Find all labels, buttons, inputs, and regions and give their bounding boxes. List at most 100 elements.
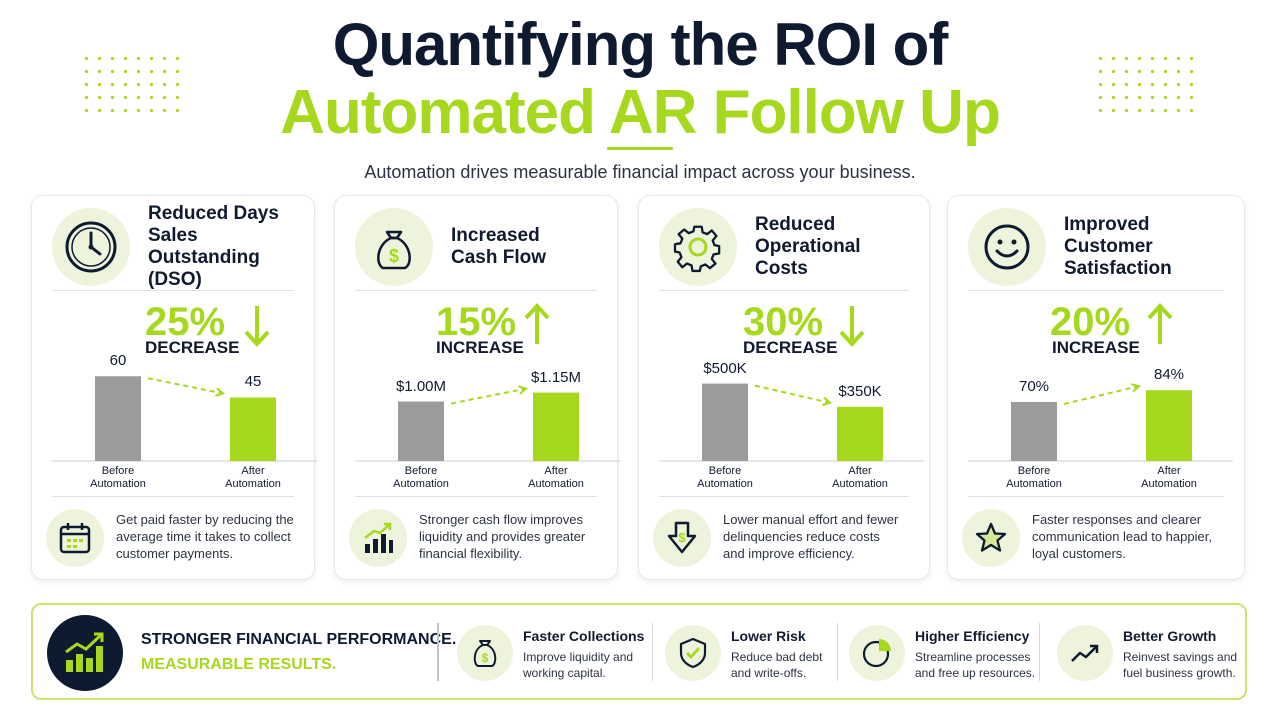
decorative-dots-right <box>1094 52 1194 112</box>
card-title: Increased Cash Flow <box>451 225 547 268</box>
money-bag-icon: $ <box>457 625 513 681</box>
bar-value-label: 70% <box>1018 377 1050 395</box>
bar-before <box>398 401 444 461</box>
trend-connector <box>754 384 831 404</box>
bar-value-label: $350K <box>838 382 882 400</box>
svg-text:$: $ <box>482 651 489 665</box>
bar-value-label: 84% <box>1153 366 1185 384</box>
bar-after <box>533 392 579 461</box>
bar-chart-svg <box>355 385 620 462</box>
divider <box>52 290 294 291</box>
bar-value-label: $1.15M <box>530 368 582 386</box>
benefit-faster-collections: $ Faster Collections Improve liquidity a… <box>457 617 647 689</box>
divider <box>968 290 1224 291</box>
divider <box>837 623 838 681</box>
divider <box>968 496 1224 497</box>
divider <box>355 290 597 291</box>
benefit-title: Faster Collections <box>523 628 645 644</box>
pie-chart-icon <box>849 625 905 681</box>
trend-up-icon <box>1057 625 1113 681</box>
card-description: Lower manual effort and fewer delinquenci… <box>723 512 899 561</box>
benefit-lower-risk: Lower Risk Reduce bad debt and write-offs… <box>665 617 840 689</box>
banner-headline: STRONGER FINANCIAL PERFORMANCE. <box>141 631 457 648</box>
smiley-icon <box>968 208 1046 286</box>
divider <box>52 496 294 497</box>
metric-card-operational-costs: Reduced Operational Costs 30% DECREASE $5… <box>638 195 930 580</box>
page-subtitle: Automation drives measurable financial i… <box>364 162 916 182</box>
svg-text:$: $ <box>678 530 686 545</box>
metric-card-dso: Reduced Days Sales Outstanding (DSO) 25% D… <box>31 195 317 580</box>
benefit-title: Better Growth <box>1123 628 1217 644</box>
bar-category-label: After Automation <box>1141 465 1197 490</box>
card-title: Reduced Operational Costs <box>755 214 861 279</box>
gear-icon <box>659 208 737 286</box>
bar-after <box>230 397 276 461</box>
metric-card-customer-satisfaction: Improved Customer Satisfaction 20% INCREAS… <box>947 195 1245 580</box>
metric-percent: 30% <box>743 300 824 344</box>
divider <box>652 623 653 681</box>
benefit-description: Improve liquidity and working capital. <box>523 650 634 680</box>
star-icon <box>962 509 1020 567</box>
card-description: Get paid faster by reducing the average t… <box>116 512 294 561</box>
benefit-higher-efficiency: Higher Efficiency Streamline processes an… <box>849 617 1044 689</box>
arrow-up-icon <box>524 303 550 344</box>
divider <box>355 496 597 497</box>
benefit-title: Higher Efficiency <box>915 628 1030 644</box>
bar-chart-svg <box>52 376 317 462</box>
bar-category-label: After Automation <box>225 465 281 490</box>
money-bag-icon: $ <box>355 208 433 286</box>
bar-after <box>1146 390 1192 461</box>
divider <box>437 623 439 681</box>
divider <box>659 290 909 291</box>
bar-category-label: Before Automation <box>393 465 449 490</box>
card-title: Reduced Days Sales Outstanding (DSO) <box>148 203 279 290</box>
clock-icon <box>52 208 130 286</box>
bar-after <box>837 406 883 461</box>
bar-before <box>95 376 141 461</box>
trend-connector-arrowhead <box>1131 383 1142 393</box>
divider <box>659 496 909 497</box>
calendar-icon <box>46 509 104 567</box>
page-title-line2: Automated AR Follow Up <box>280 78 1001 147</box>
metric-percent: 15% <box>436 300 517 344</box>
arrow-up-icon <box>1147 303 1173 344</box>
bar-before <box>702 383 748 461</box>
metric-card-cash-flow: $ Increased Cash Flow 15% INCREASE $1.00M… <box>334 195 620 580</box>
trend-connector-arrowhead <box>215 387 226 397</box>
bar-chart: 60 Before Automation 45 After Automation <box>52 346 317 496</box>
title-underline <box>607 147 673 150</box>
bar-chart: $500K Before Automation $350K After Automatio… <box>659 346 924 496</box>
bar-before <box>1011 401 1057 461</box>
metric-direction-label: DECREASE <box>743 338 838 357</box>
divider <box>1039 623 1040 681</box>
bar-chart-svg <box>659 383 924 462</box>
page-title-line1: Quantifying the ROI of <box>332 11 949 78</box>
trend-connector <box>450 387 527 405</box>
benefit-title: Lower Risk <box>731 628 806 644</box>
bar-category-label: After Automation <box>528 465 584 490</box>
bar-chart-svg <box>968 383 1233 462</box>
svg-text:$: $ <box>389 246 399 266</box>
bar-category-label: After Automation <box>832 465 888 490</box>
metric-direction-label: INCREASE <box>436 338 524 357</box>
bar-category-label: Before Automation <box>90 465 146 490</box>
bar-category-label: Before Automation <box>697 465 753 490</box>
summary-banner: STRONGER FINANCIAL PERFORMANCE. MEASURAB… <box>31 603 1247 700</box>
card-description: Faster responses and clearer communicatio… <box>1032 512 1212 561</box>
benefit-description: Reduce bad debt and write-offs. <box>731 650 823 680</box>
benefit-description: Streamline processes and free up resource… <box>915 650 1036 680</box>
banner-subheadline: MEASURABLE RESULTS. <box>141 656 337 673</box>
metric-direction-label: INCREASE <box>1052 338 1140 357</box>
bar-value-label: $1.00M <box>395 377 447 395</box>
metric-percent: 25% <box>145 300 226 344</box>
bar-category-label: Before Automation <box>1006 465 1062 490</box>
shield-dollar-down-icon: $ <box>653 509 711 567</box>
bar-growth-icon <box>349 509 407 567</box>
bar-value-label: 45 <box>244 373 262 391</box>
trend-connector <box>1063 385 1140 405</box>
growth-chart-icon <box>47 615 123 691</box>
bar-value-label: 60 <box>109 352 127 370</box>
benefit-better-growth: Better Growth Reinvest savings and fuel b… <box>1057 617 1242 689</box>
trend-connector-arrowhead <box>822 396 833 406</box>
arrow-down-icon <box>839 306 865 347</box>
